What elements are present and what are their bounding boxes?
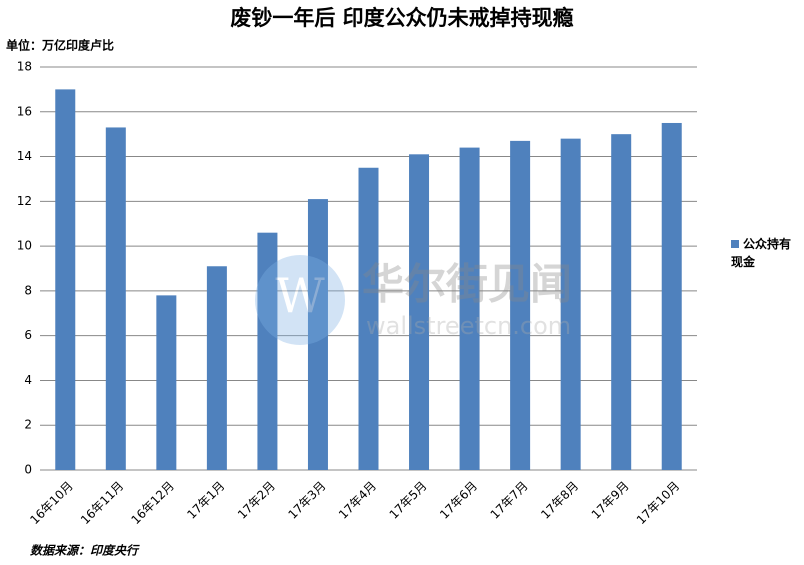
bar	[105, 127, 126, 470]
svg-text:W: W	[275, 269, 325, 325]
x-tick-label: 17年9月	[589, 479, 632, 522]
y-tick-label: 4	[24, 373, 32, 387]
bar	[510, 140, 531, 470]
bar	[560, 138, 581, 470]
bar	[307, 199, 328, 470]
bar	[611, 134, 632, 470]
x-tick-label: 17年4月	[336, 479, 379, 522]
legend-label: 公众持有现金	[731, 237, 792, 269]
bar	[206, 266, 227, 470]
y-tick-label: 6	[24, 328, 32, 342]
y-tick-label: 16	[17, 104, 32, 118]
x-tick-label: 16年12月	[128, 479, 176, 527]
y-tick-label: 12	[17, 194, 32, 208]
y-tick-label: 14	[17, 149, 32, 163]
x-tick-label: 16年10月	[27, 479, 75, 527]
x-tick-label: 17年2月	[235, 479, 278, 522]
chart-title: 废钞一年后 印度公众仍未戒掉持现瘾	[230, 6, 573, 30]
bar	[55, 89, 76, 470]
x-tick-label: 17年8月	[538, 479, 581, 522]
bar	[358, 167, 379, 470]
legend: 公众持有现金	[731, 235, 801, 271]
x-tick-label: 16年11月	[78, 479, 126, 527]
bar	[409, 154, 430, 471]
bar	[257, 232, 278, 470]
watermark: W 华尔街见闻 wallstreetcn.com	[255, 255, 572, 345]
y-tick-label: 2	[24, 418, 32, 432]
x-tick-label: 17年6月	[437, 479, 480, 522]
y-tick-label: 8	[24, 283, 32, 297]
y-tick-label: 0	[24, 463, 32, 477]
y-tick-label: 10	[17, 239, 32, 253]
y-tick-label: 18	[17, 60, 32, 74]
x-tick-label: 17年1月	[184, 479, 227, 522]
source: 数据来源：印度央行	[30, 544, 140, 558]
x-tick-label: 17年10月	[634, 479, 682, 527]
bar	[156, 295, 177, 470]
watermark-text: 华尔街见闻	[362, 260, 572, 309]
watermark-url: wallstreetcn.com	[366, 312, 571, 340]
x-tick-label: 17年7月	[488, 479, 531, 522]
x-tick-label: 17年3月	[285, 479, 328, 522]
legend-swatch	[731, 240, 739, 248]
bar	[459, 147, 480, 470]
bar	[661, 122, 682, 470]
x-tick-label: 17年5月	[387, 479, 430, 522]
unit-label: 单位：万亿印度卢比	[6, 38, 114, 53]
watermark-logo	[255, 255, 345, 345]
